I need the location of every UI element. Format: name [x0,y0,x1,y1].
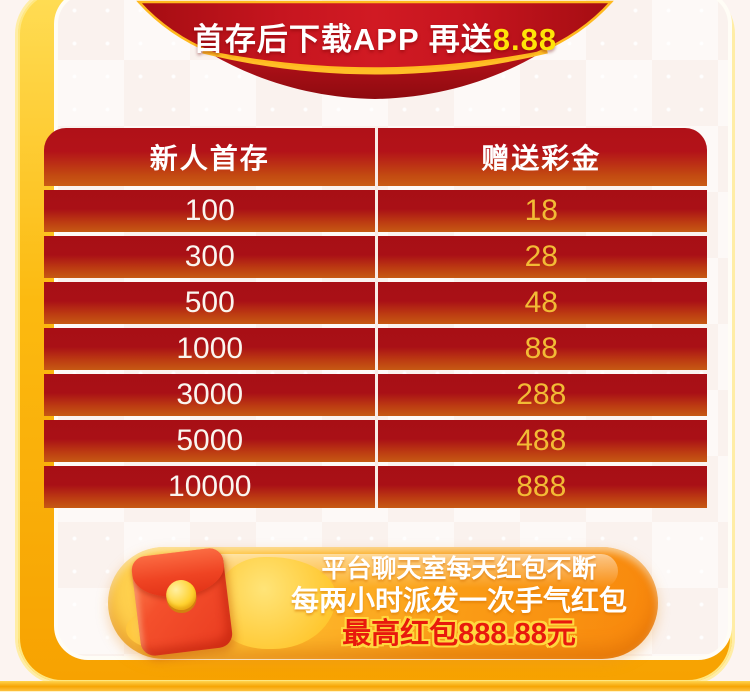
ribbon-shape-graphic [136,0,614,99]
ribbon-text-main: 首存后下载APP 再送 [192,22,493,57]
header-deposit: 新人首存 [149,143,270,174]
bonus-cell: 18 [524,194,558,227]
bonus-cell: 888 [516,470,567,503]
gloss-blob [216,557,336,649]
bonus-cell: 488 [516,424,567,457]
promo-line-max-amount: 最高红包888.88元 [342,618,576,651]
header-bonus: 赠送彩金 [481,143,602,174]
deposit-cell: 300 [184,240,235,273]
deposit-cell: 100 [184,194,235,227]
top-ribbon-banner[interactable]: 首存后下载APP 再送8.88 [135,0,615,102]
deposit-bonus-table: 新人首存 赠送彩金 100 18 300 28 500 48 1000 88 3000 288 50… [44,128,707,508]
bonus-cell: 88 [524,332,558,365]
bonus-cell: 28 [524,240,558,273]
table-column-divider [374,128,378,508]
ribbon-text: 首存后下载APP 再送8.88 [135,14,615,59]
deposit-cell: 5000 [176,424,244,457]
promo-line-1: 平台聊天室每天红包不断 [321,554,597,583]
red-envelope-icon [130,546,234,658]
deposit-cell: 10000 [168,470,252,503]
ribbon-bonus-amount: 8.88 [492,22,558,57]
deposit-cell: 1000 [176,332,244,365]
red-envelope-promo-button[interactable]: 平台聊天室每天红包不断 每两小时派发一次手气红包 最高红包888.88元 [108,546,658,659]
bonus-cell: 288 [516,378,567,411]
deposit-cell: 500 [184,286,235,319]
deposit-cell: 3000 [176,378,244,411]
promo-text-block: 平台聊天室每天红包不断 每两小时派发一次手气红包 最高红包888.88元 [276,555,642,651]
promo-line-2: 每两小时派发一次手气红包 [290,585,627,617]
bonus-cell: 48 [524,286,558,319]
bottom-gold-divider [0,681,750,692]
